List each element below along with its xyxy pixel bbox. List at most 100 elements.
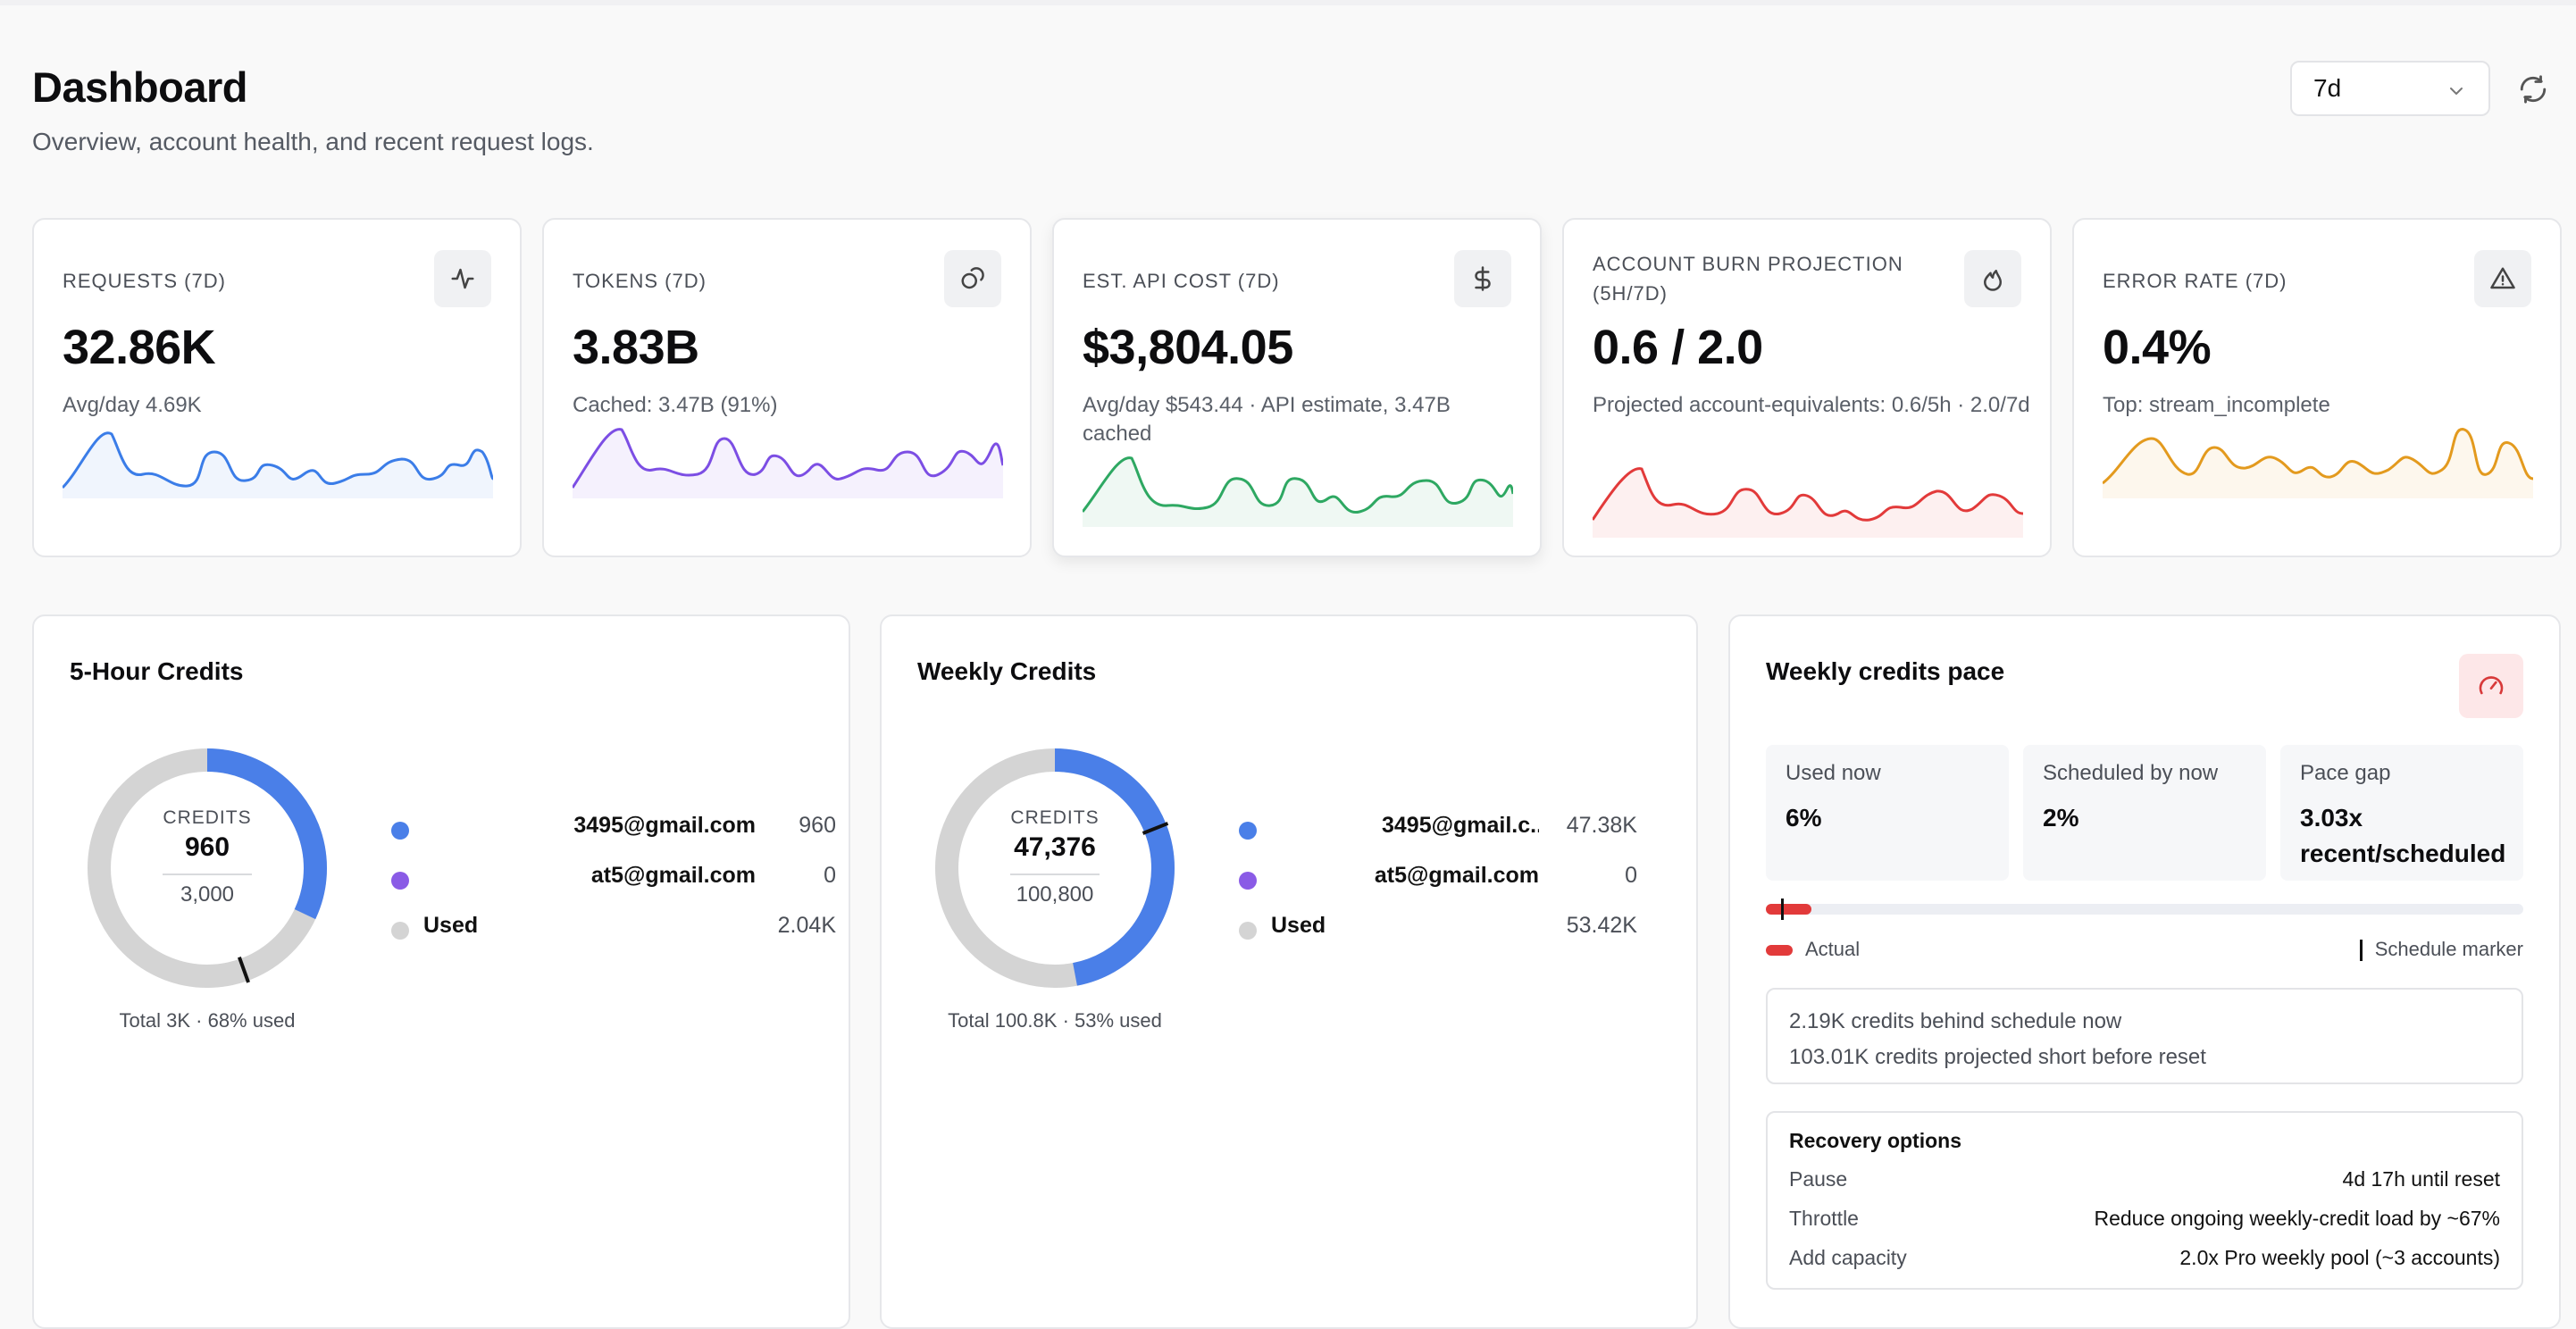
pace-bar	[1766, 899, 2523, 920]
sparkline-cost	[1083, 456, 1513, 527]
mini-value: 3.03x recent/scheduled	[2300, 804, 2506, 867]
donut-center-value: 960	[184, 832, 230, 862]
recovery-row: Pause 4d 17h until reset	[1789, 1162, 2500, 1201]
stat-card-tokens: TOKENS (7D) 3.83B Cached: 3.47B (91%)	[542, 218, 1032, 557]
legend-value: 0	[1625, 863, 1637, 888]
stat-sub: Avg/day 4.69K	[63, 393, 202, 417]
stat-label: ERROR RATE (7D)	[2103, 270, 2287, 292]
donut-center-label: CREDITS	[1010, 807, 1100, 828]
flame-icon	[1964, 250, 2021, 307]
legend-item: Used 53.42K	[1239, 913, 1637, 963]
mini-label: Scheduled by now	[2043, 761, 2219, 785]
stat-sub: Cached: 3.47B (91%)	[573, 393, 778, 417]
sparkline-requests	[63, 431, 493, 498]
scheduled-card: Scheduled by now 2%	[2023, 745, 2266, 881]
used-now-card: Used now 6%	[1766, 745, 2009, 881]
page-title: Dashboard	[32, 63, 248, 111]
donut-center-label: CREDITS	[163, 807, 252, 828]
recovery-key: Throttle	[1789, 1207, 1859, 1230]
recovery-key: Pause	[1789, 1167, 1848, 1191]
weekly-donut	[935, 748, 1175, 988]
stat-card-cost: EST. API COST (7D) $3,804.05 Avg/day $54…	[1052, 218, 1542, 557]
recovery-value: Reduce ongoing weekly-credit load by ~67…	[2094, 1207, 2500, 1230]
sparkline-tokens	[573, 428, 1003, 498]
weekly-arc-account	[935, 748, 1175, 988]
info-line: 2.19K credits behind schedule now	[1789, 1009, 2122, 1033]
five-hour-credits-panel: 5-Hour Credits CREDITS 960 3,000 Total 3…	[32, 614, 850, 1329]
sparkline-burn	[1593, 467, 2023, 538]
gauge-icon	[2459, 654, 2523, 718]
refresh-button[interactable]	[2512, 68, 2555, 111]
weekly-pace-panel: Weekly credits pace Used now 6% Schedule…	[1728, 614, 2561, 1329]
panel-title: Weekly Credits	[917, 657, 1097, 685]
sparkline-error-rate	[2103, 428, 2533, 498]
weekly-schedule-marker	[1142, 822, 1169, 835]
legend-value: 0	[824, 863, 836, 888]
refresh-icon	[2520, 75, 2547, 104]
stat-sub: Projected account-equivalents: 0.6/5h · …	[1593, 393, 2030, 417]
schedule-marker-swatch	[2360, 940, 2363, 961]
stat-card-error-rate: ERROR RATE (7D) 0.4% Top: stream_incompl…	[2072, 218, 2562, 557]
top-strip	[0, 0, 2576, 5]
donut-center-value: 47,376	[1014, 832, 1096, 862]
stat-sub: Avg/day $543.44 · API estimate, 3.47B ca…	[1083, 393, 1451, 446]
pace-gap-card: Pace gap 3.03x recent/scheduled	[2280, 745, 2523, 881]
legend-value: 960	[799, 813, 836, 838]
page-subtitle: Overview, account health, and recent req…	[32, 128, 594, 155]
five-hour-donut	[88, 748, 327, 988]
actual-label: Actual	[1805, 938, 1861, 960]
stat-value: 0.6 / 2.0	[1593, 321, 1763, 374]
legend-dot	[391, 922, 409, 940]
recovery-options: Recovery options Pause 4d 17h until rese…	[1766, 1111, 2523, 1290]
mini-value: 2%	[2043, 804, 2079, 832]
panel-title: Weekly credits pace	[1766, 657, 2005, 685]
donut-center-total: 3,000	[180, 882, 235, 907]
legend-name: at5@gmail.com	[590, 863, 756, 888]
pace-info-box: 2.19K credits behind schedule now 103.01…	[1766, 988, 2523, 1084]
donut-footer: Total 3K · 68% used	[119, 1009, 296, 1032]
coins-icon	[944, 250, 1001, 307]
dollar-icon	[1454, 250, 1511, 307]
warning-icon	[2474, 250, 2531, 307]
legend-dot	[1239, 822, 1257, 840]
five-hour-arc-account	[88, 748, 327, 988]
recovery-value: 4d 17h until reset	[2342, 1167, 2500, 1191]
legend-item: at5@gmail.com 0	[391, 863, 836, 913]
legend-dot	[1239, 872, 1257, 890]
stat-label: TOKENS (7D)	[573, 270, 707, 292]
legend-value: 2.04K	[777, 913, 836, 938]
legend-name: Used	[423, 913, 479, 938]
mini-label: Pace gap	[2300, 761, 2391, 785]
legend-name: 3495@gmail.com	[573, 813, 756, 838]
stat-label: ACCOUNT BURN PROJECTION (5H/7D)	[1593, 253, 1903, 305]
legend-dot	[1239, 922, 1257, 940]
mini-label: Used now	[1786, 761, 1881, 785]
info-line: 103.01K credits projected short before r…	[1789, 1045, 2206, 1069]
stat-value: 0.4%	[2103, 321, 2212, 374]
weekly-donut-center: CREDITS 47,376 100,800	[926, 740, 1183, 997]
donut-center-divider	[1010, 873, 1100, 875]
legend-dot	[391, 872, 409, 890]
range-select-value: 7d	[2313, 74, 2342, 102]
panel-title: 5-Hour Credits	[70, 657, 244, 685]
range-select[interactable]: 7d	[2290, 61, 2490, 116]
stat-sub: Top: stream_incomplete	[2103, 393, 2330, 417]
stat-value: 3.83B	[573, 321, 699, 374]
pace-bar-schedule-marker	[1780, 899, 1784, 920]
legend-item: 3495@gmail.com 960	[391, 813, 836, 863]
legend-name: 3495@gmail.c...	[1382, 813, 1539, 838]
legend-dot	[391, 822, 409, 840]
weekly-credits-panel: Weekly Credits CREDITS 47,376 100,800 To…	[880, 614, 1698, 1329]
legend-item: Used 2.04K	[391, 913, 836, 963]
pace-legend: Actual Schedule marker	[1766, 938, 2523, 965]
legend-name: at5@gmail.com	[1374, 863, 1539, 888]
weekly-legend: 3495@gmail.c... 47.38K at5@gmail.com 0 U…	[1239, 813, 1637, 963]
actual-swatch	[1766, 945, 1793, 956]
five-hour-legend: 3495@gmail.com 960 at5@gmail.com 0 Used …	[391, 813, 836, 963]
schedule-marker-label: Schedule marker	[2374, 938, 2523, 960]
donut-center-divider	[163, 873, 252, 875]
activity-icon	[434, 250, 491, 307]
legend-value: 53.42K	[1566, 913, 1637, 938]
recovery-row: Add capacity 2.0x Pro weekly pool (~3 ac…	[1789, 1241, 2500, 1280]
stat-card-requests: REQUESTS (7D) 32.86K Avg/day 4.69K	[32, 218, 522, 557]
